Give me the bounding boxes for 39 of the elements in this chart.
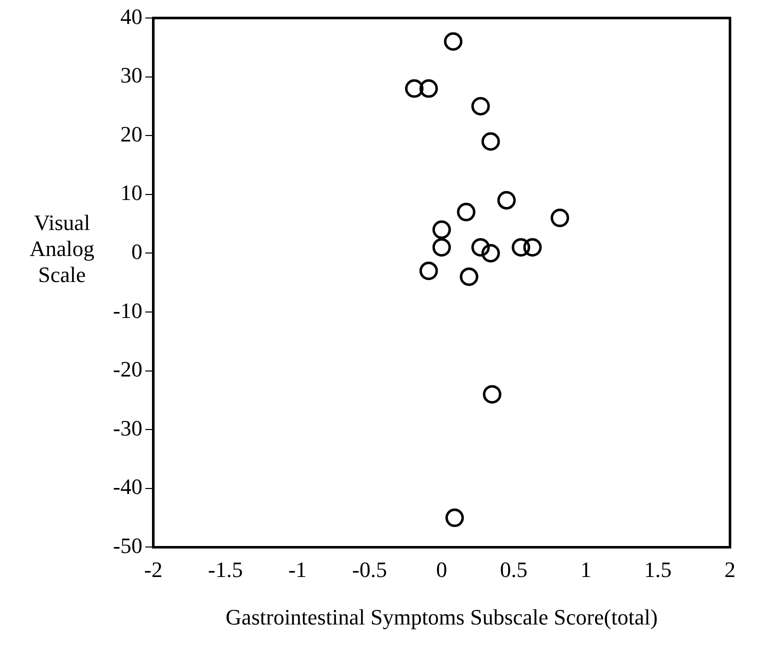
point bbox=[512, 238, 530, 257]
point bbox=[445, 508, 464, 528]
y-tick-label: 10 bbox=[120, 180, 142, 206]
x-axis-title: Gastrointestinal Symptoms Subscale Score(total) bbox=[226, 604, 658, 630]
point bbox=[471, 96, 490, 116]
point bbox=[471, 238, 490, 257]
y-tick-label: -20 bbox=[113, 356, 142, 382]
point bbox=[419, 79, 438, 98]
x-tick-label: -2 bbox=[144, 557, 162, 582]
x-tick-label: -1 bbox=[288, 557, 307, 582]
point bbox=[481, 244, 500, 262]
x-tick-label: -1.5 bbox=[208, 557, 243, 582]
point bbox=[444, 32, 462, 51]
y-tick-label: 40 bbox=[120, 4, 142, 29]
y-tick-label: -10 bbox=[113, 298, 142, 323]
point bbox=[432, 238, 451, 257]
point bbox=[419, 262, 438, 280]
y-tick-label: 0 bbox=[131, 238, 142, 264]
point bbox=[456, 202, 476, 222]
x-tick-label: 0 bbox=[436, 557, 448, 582]
point bbox=[432, 220, 451, 239]
point bbox=[405, 79, 424, 98]
point bbox=[550, 208, 570, 228]
x-tick-label: -0.5 bbox=[352, 557, 387, 582]
y-tick-label: -40 bbox=[113, 474, 142, 500]
point bbox=[481, 132, 500, 151]
x-tick-label: 1 bbox=[580, 557, 592, 582]
y-tick-label: 20 bbox=[120, 121, 142, 146]
y-axis-title: Visual Analog Scale bbox=[30, 210, 94, 287]
x-tick-label: 2 bbox=[724, 557, 736, 582]
point bbox=[497, 191, 516, 210]
y-tick-label: -50 bbox=[113, 532, 142, 558]
point bbox=[482, 385, 502, 404]
y-tick-label: 30 bbox=[120, 62, 142, 88]
y-tick-label: -30 bbox=[113, 415, 142, 440]
x-tick-label: 0.5 bbox=[500, 557, 528, 582]
point bbox=[523, 238, 542, 257]
x-tick-label: 1.5 bbox=[644, 557, 672, 582]
point bbox=[460, 267, 478, 286]
